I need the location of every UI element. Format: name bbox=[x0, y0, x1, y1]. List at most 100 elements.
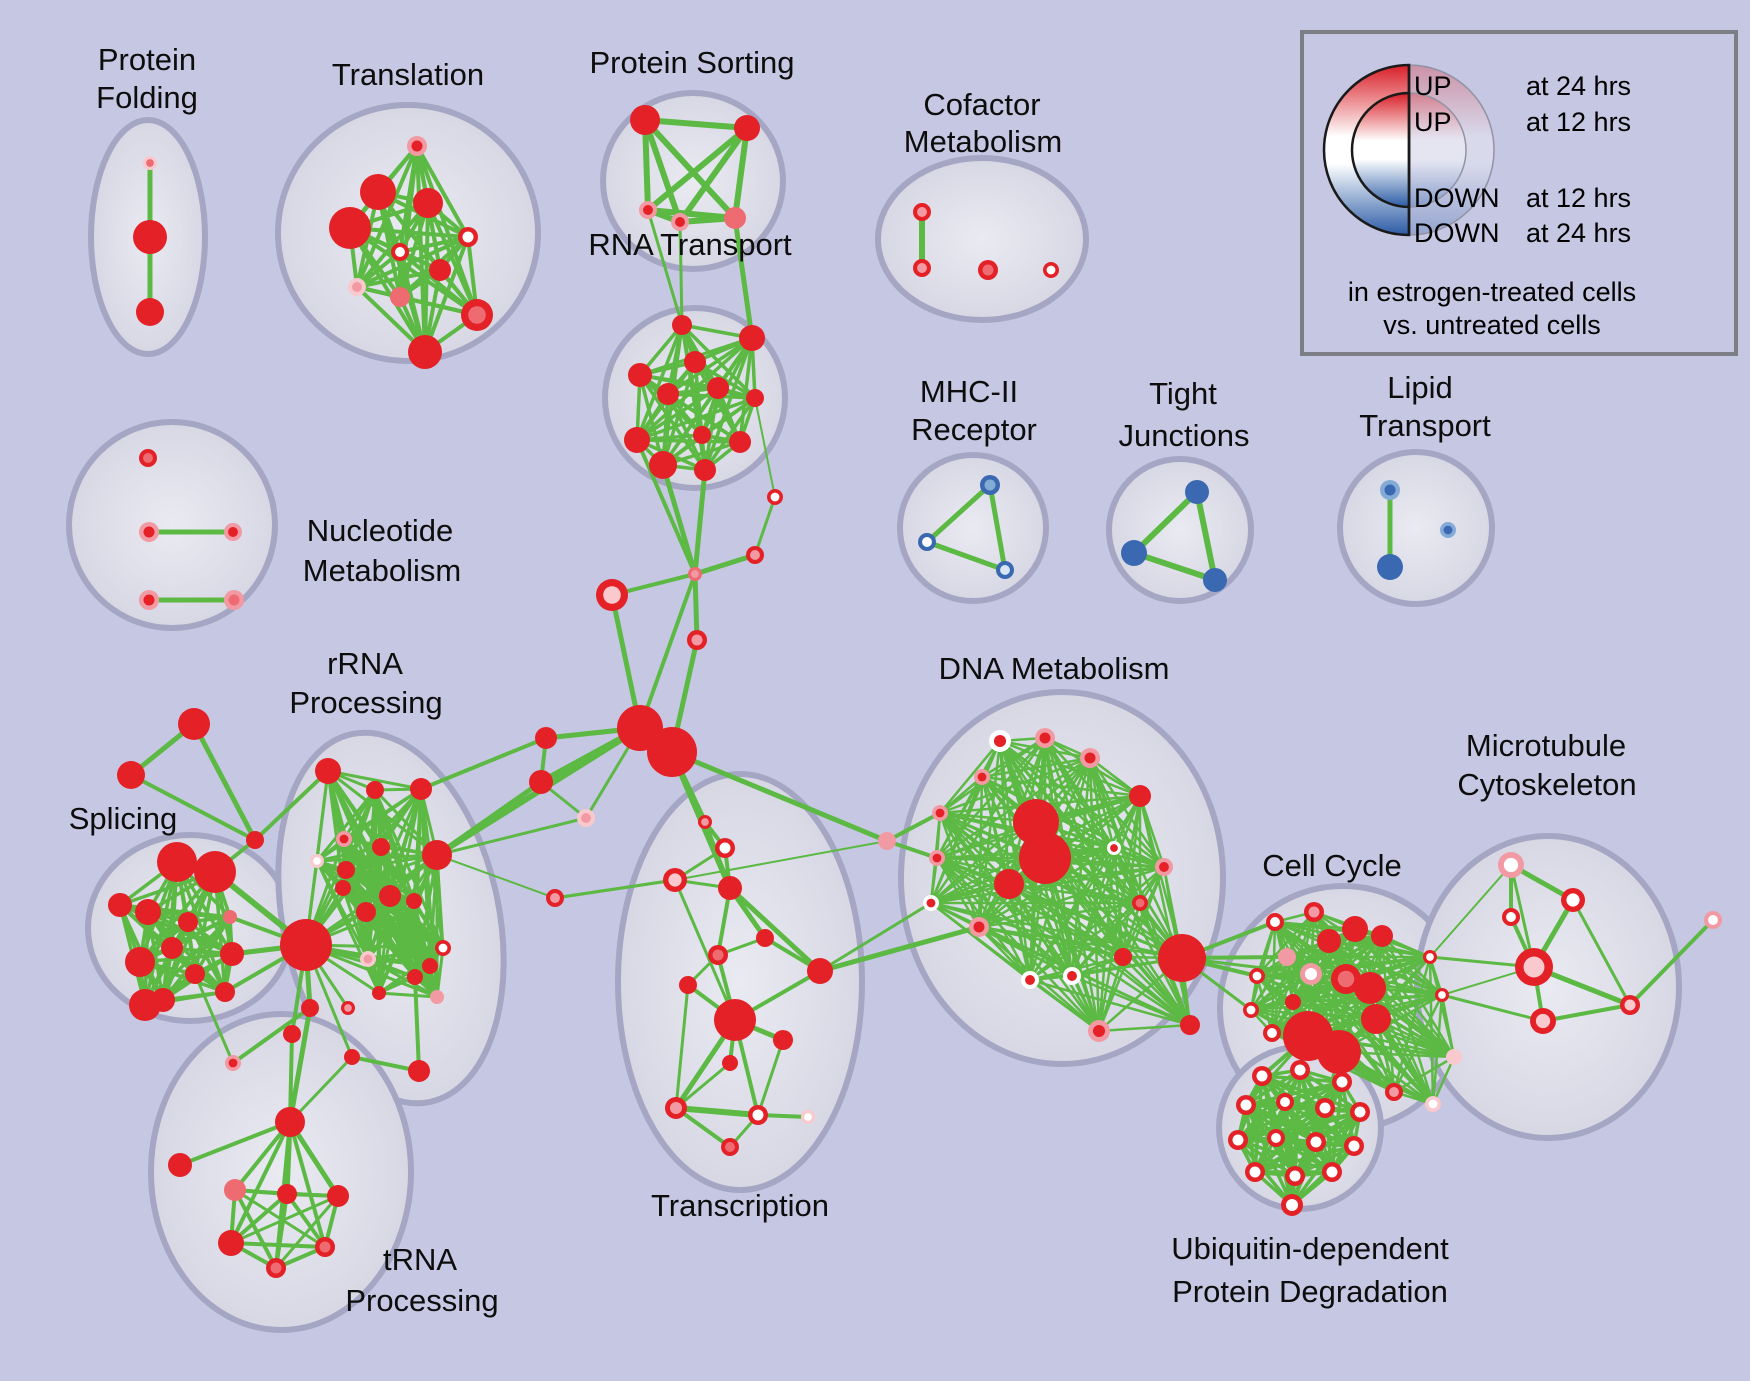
network-edge-rrna-processing bbox=[412, 899, 445, 950]
network-edge-splicing bbox=[161, 920, 190, 1002]
network-node-cell-cycle-inner bbox=[1449, 1052, 1459, 1062]
network-node-bridge-inner bbox=[185, 715, 203, 733]
network-node-splicing-inner bbox=[131, 953, 149, 971]
network-node-microtubule-cytoskeleton bbox=[1530, 1008, 1556, 1034]
network-edge-translation bbox=[423, 235, 470, 354]
network-edge-cell-cycle bbox=[1440, 993, 1456, 1059]
network-edge-dna-metabolism bbox=[929, 901, 1125, 959]
network-node-splicing-inner bbox=[226, 913, 234, 921]
network-node-ubiquitin-dependent-protein-degradation-inner bbox=[1256, 1070, 1268, 1082]
network-node-splicing-inner bbox=[113, 898, 127, 912]
network-node-bridge bbox=[117, 761, 145, 789]
network-node-cell-cycle bbox=[1425, 1096, 1441, 1112]
network-node-cell-cycle-inner bbox=[1294, 1022, 1322, 1050]
network-edge-bridge bbox=[253, 769, 330, 842]
network-edge-rrna-processing bbox=[304, 853, 439, 947]
network-edge-dna-metabolism bbox=[977, 846, 1116, 929]
cluster-label: Ubiquitin-dependent bbox=[1171, 1231, 1449, 1266]
network-edge-bridge bbox=[660, 462, 698, 577]
network-node-cell-cycle bbox=[1331, 964, 1361, 994]
network-edge-translation bbox=[426, 201, 479, 317]
network-edge-trna-processing bbox=[233, 1188, 327, 1249]
cluster-label: Folding bbox=[96, 80, 198, 115]
network-node-ubiquitin-dependent-protein-degradation-inner bbox=[1326, 1166, 1338, 1178]
network-node-rna-transport bbox=[694, 459, 716, 481]
network-node-tight-junctions-inner bbox=[1208, 573, 1222, 587]
network-edge-rrna-processing bbox=[315, 788, 377, 863]
network-edge-bridge bbox=[692, 552, 758, 577]
network-node-dna-metabolism-inner bbox=[1168, 944, 1196, 972]
network-node-dna-metabolism bbox=[1155, 858, 1173, 876]
network-edge-rrna-processing bbox=[341, 853, 439, 890]
network-edge-splicing bbox=[138, 952, 234, 964]
network-node-nucleotide-metabolism bbox=[139, 449, 157, 467]
network-node-cell-cycle bbox=[1354, 972, 1386, 1004]
network-node-bridge-inner bbox=[347, 1052, 357, 1062]
network-node-ubiquitin-dependent-protein-degradation bbox=[1350, 1102, 1370, 1122]
network-edge-cell-cycle bbox=[1431, 993, 1444, 1106]
network-node-tight-junctions-inner bbox=[1190, 485, 1204, 499]
network-node-rna-transport bbox=[649, 451, 677, 479]
network-node-bridge-inner bbox=[123, 767, 139, 783]
network-node-splicing-inner bbox=[140, 904, 156, 920]
network-edge-rna-transport bbox=[635, 438, 742, 444]
network-node-dna-metabolism bbox=[932, 805, 948, 821]
network-node-microtubule-cytoskeleton bbox=[1498, 852, 1524, 878]
network-node-trna-processing-inner bbox=[281, 1113, 299, 1131]
network-edge-trna-processing bbox=[229, 1194, 340, 1245]
network-node-ubiquitin-dependent-protein-degradation bbox=[1322, 1162, 1342, 1182]
network-node-cell-cycle-inner bbox=[1337, 970, 1355, 988]
network-node-rrna-processing-inner bbox=[438, 943, 448, 953]
network-edge-rna-transport bbox=[661, 386, 720, 467]
network-edge-bridge bbox=[191, 721, 258, 843]
network-edge-bridge bbox=[419, 736, 548, 791]
network-node-cell-cycle-inner bbox=[1389, 1087, 1399, 1097]
network-node-protein-sorting-inner bbox=[739, 120, 755, 136]
network-node-transcription-inner bbox=[760, 933, 770, 943]
network-edge-trna-processing bbox=[285, 1192, 327, 1249]
network-node-dna-metabolism bbox=[1080, 748, 1100, 768]
network-node-rrna-processing-inner bbox=[428, 846, 446, 864]
network-node-translation-inner bbox=[395, 247, 405, 257]
network-node-rna-transport bbox=[739, 325, 765, 351]
network-node-bridge-inner bbox=[658, 738, 686, 766]
network-node-translation bbox=[413, 188, 443, 218]
network-node-cell-cycle-inner bbox=[1252, 971, 1262, 981]
network-node-dna-metabolism-inner bbox=[993, 734, 1007, 748]
network-node-trna-processing bbox=[218, 1230, 244, 1256]
network-edge-trna-processing bbox=[233, 1188, 278, 1270]
network-node-dna-metabolism-inner bbox=[1159, 862, 1169, 872]
network-node-transcription-inner bbox=[752, 1109, 764, 1121]
network-node-ubiquitin-dependent-protein-degradation-inner bbox=[1336, 1076, 1348, 1088]
network-edge-bridge bbox=[193, 972, 235, 1065]
network-edge-ubiquitin-dependent-protein-degradation bbox=[1244, 1103, 1294, 1207]
network-node-dna-metabolism-inner bbox=[926, 898, 936, 908]
network-edge-cell-cycle bbox=[1309, 955, 1432, 976]
network-node-mhc-ii-receptor-inner bbox=[1000, 565, 1010, 575]
network-node-dna-metabolism bbox=[1019, 832, 1071, 884]
network-node-bridge-inner bbox=[534, 775, 548, 789]
network-edge-bridge bbox=[287, 1005, 313, 1125]
network-node-protein-sorting bbox=[734, 115, 760, 141]
network-node-transcription bbox=[546, 889, 564, 907]
network-node-transcription-inner bbox=[723, 881, 737, 895]
network-node-transcription bbox=[665, 1097, 687, 1119]
network-edge-bridge bbox=[692, 467, 708, 577]
network-node-splicing-inner bbox=[203, 860, 227, 884]
network-node-rrna-processing bbox=[379, 885, 401, 907]
network-node-trna-processing bbox=[168, 1153, 192, 1177]
network-edge-rrna-processing bbox=[366, 894, 392, 961]
network-node-transcription bbox=[773, 1030, 793, 1050]
network-node-rrna-processing-inner bbox=[360, 906, 372, 918]
network-node-translation-inner bbox=[411, 140, 423, 152]
network-node-rna-transport bbox=[729, 431, 751, 453]
network-node-bridge bbox=[283, 1025, 301, 1043]
cluster-label: Transcription bbox=[651, 1188, 829, 1223]
network-node-mhc-ii-receptor bbox=[918, 533, 936, 551]
network-node-splicing-inner bbox=[165, 941, 179, 955]
network-edge-dna-metabolism bbox=[1070, 901, 1142, 978]
network-node-nucleotide-metabolism bbox=[224, 523, 242, 541]
network-node-cell-cycle-inner bbox=[1438, 991, 1446, 999]
cluster-ellipse-nucleotide-metabolism bbox=[66, 419, 278, 631]
cluster-ellipse-microtubule-cytoskeleton bbox=[1414, 833, 1682, 1141]
